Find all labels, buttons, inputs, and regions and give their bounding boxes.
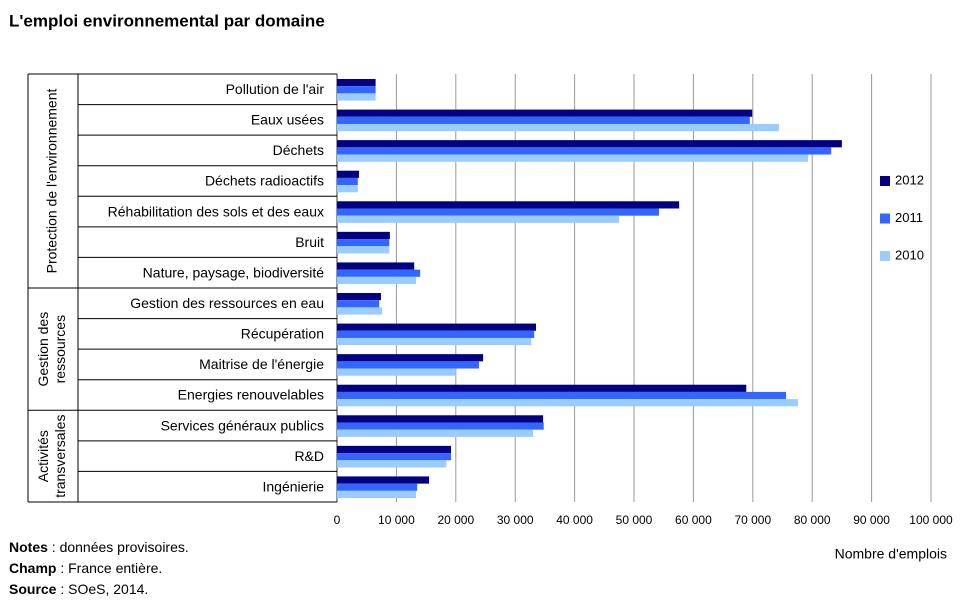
x-tick-label: 70 000 [734,513,771,527]
bar [337,422,544,430]
legend-swatch [880,213,890,224]
x-axis-label: Nombre d'emplois [835,546,947,562]
bar [337,147,832,155]
y-tick-label: Energies renouvelables [178,387,324,403]
note: Champ : France entière. [9,560,162,576]
x-tick-label: 90 000 [853,513,890,527]
bar [337,300,380,308]
bar [337,323,536,331]
x-tick-label: 50 000 [616,513,653,527]
y-tick-label: Maitrise de l'énergie [199,356,324,372]
y-tick-label: Nature, paysage, biodiversité [143,264,325,280]
bar [337,93,376,101]
group-label: transversales [52,415,68,498]
bar [337,460,447,468]
legend-label: 2012 [895,172,924,187]
y-tick-label: Déchets radioactifs [205,173,324,189]
bar [337,116,750,124]
legend-label: 2010 [895,247,924,262]
bar [337,354,484,362]
bar [337,269,421,277]
bar [337,391,787,400]
bar [337,170,359,178]
bar [337,208,659,216]
bar [337,140,842,148]
y-tick-label: Bruit [295,234,324,250]
note-text: : données provisoires. [48,539,189,555]
bar [337,239,390,247]
bar [337,453,452,461]
bar [337,109,753,117]
note-text: : France entière. [56,560,162,576]
note-label: Champ [9,560,56,576]
bar [337,361,479,369]
bar [337,483,418,491]
bar [337,185,358,193]
group-label: ressources [52,315,68,383]
bar [337,246,390,254]
legend-label: 2011 [895,210,923,225]
legend-swatch [880,251,890,261]
bar [337,429,534,437]
x-tick-label: 0 [334,513,341,527]
bar [337,86,376,94]
note-label: Notes [9,539,48,555]
bar [337,384,747,392]
legend-swatch [880,176,890,186]
bar [337,330,535,338]
bar [337,337,532,346]
bar [337,399,798,407]
x-tick-label: 60 000 [675,513,712,527]
note: Source : SOeS, 2014. [9,581,148,597]
bar [337,293,381,301]
bar [337,215,620,223]
x-tick-label: 30 000 [497,513,534,527]
bar [337,262,415,270]
note-label: Source [9,581,57,597]
bar [337,231,390,240]
bar [337,445,452,454]
bar [337,415,544,423]
bar [337,201,680,209]
x-tick-label: 40 000 [556,513,593,527]
y-tick-label: Eaux usées [251,112,324,128]
x-tick-label: 100 000 [909,513,953,527]
chart-title: L'emploi environnemental par domaine [9,11,325,30]
y-tick-label: Déchets [273,142,324,158]
y-tick-label: Ingénierie [263,478,325,494]
bar [337,307,383,315]
y-tick-label: Services généraux publics [161,417,324,433]
x-tick-label: 80 000 [794,513,831,527]
group-label: Protection de l'environnement [44,89,60,274]
group-label: Gestion des [35,312,51,387]
y-tick-label: Réhabilitation des sols et des eaux [108,203,324,219]
x-tick-label: 10 000 [378,513,415,527]
bar [337,490,417,499]
group-label: Activités [35,430,51,482]
note-text: : SOeS, 2014. [56,581,148,597]
y-tick-label: R&D [294,448,324,464]
bar [337,476,430,484]
x-tick-label: 20 000 [437,513,474,527]
bar [337,154,809,162]
bar [337,368,456,376]
bar [337,177,358,186]
y-tick-label: Pollution de l'air [226,81,325,97]
bar [337,79,376,87]
bar [337,276,417,285]
y-tick-label: Récupération [241,326,324,342]
bar [337,123,779,132]
note: Notes : données provisoires. [9,539,189,555]
y-tick-label: Gestion des ressources en eau [130,295,324,311]
